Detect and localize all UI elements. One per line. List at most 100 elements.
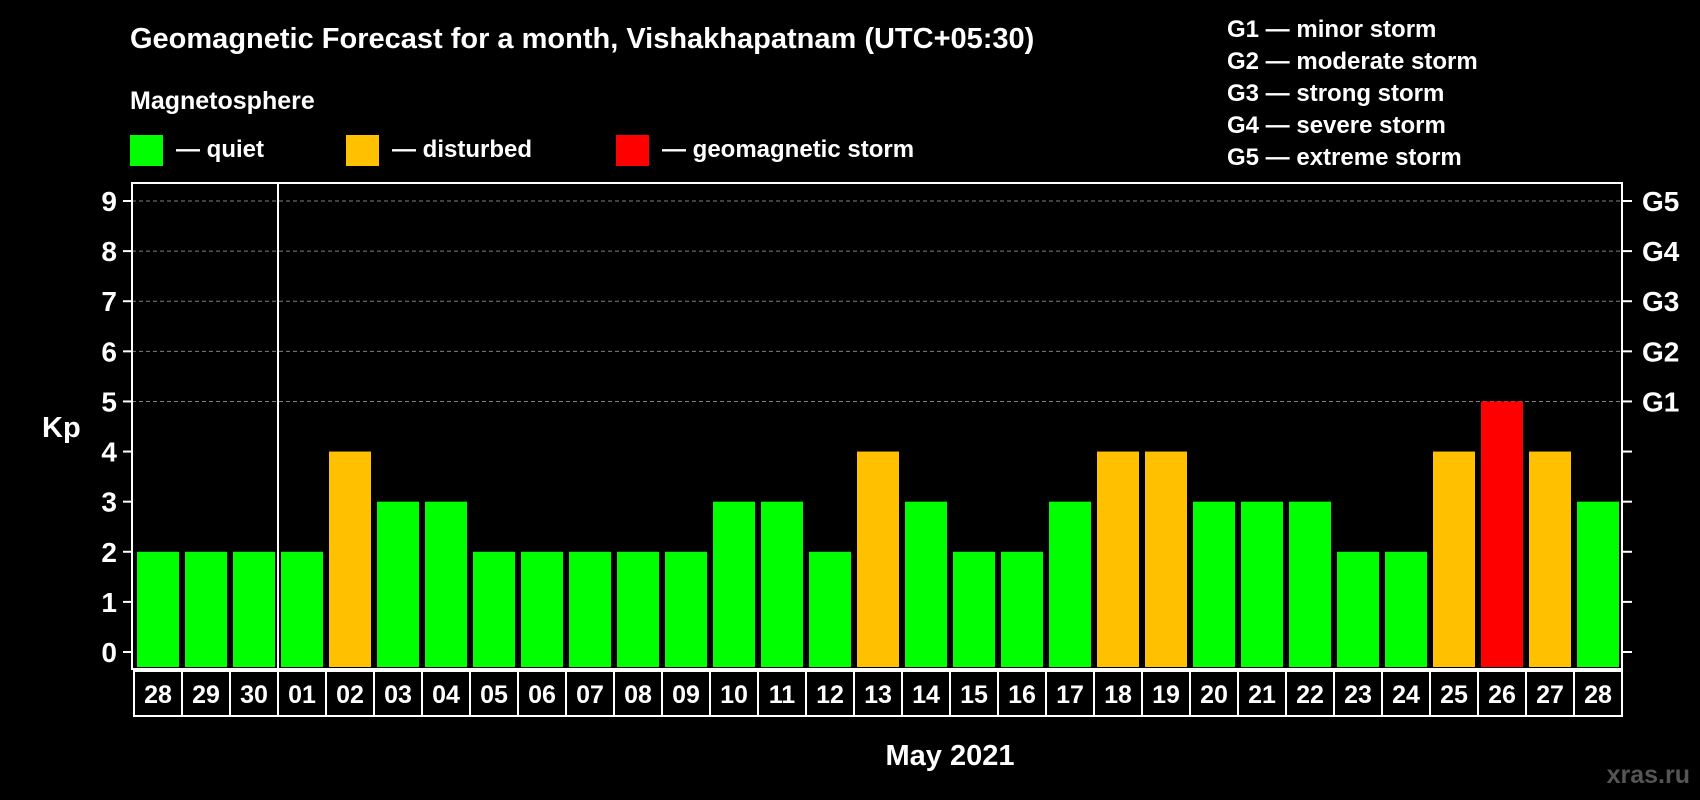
bar — [473, 551, 515, 667]
x-tick-label: 07 — [576, 681, 604, 709]
legend-label-quiet: — quiet — [176, 136, 264, 163]
x-tick-label: 21 — [1248, 681, 1276, 709]
y-tick-label: 1 — [101, 587, 117, 618]
chart-title: Geomagnetic Forecast for a month, Vishak… — [130, 23, 1034, 55]
x-axis-label: May 2021 — [886, 740, 1015, 772]
bar — [1193, 501, 1235, 667]
legend-swatch-disturbed — [346, 135, 379, 166]
bars — [137, 401, 1619, 667]
bar — [1241, 501, 1283, 667]
x-tick-label: 27 — [1536, 681, 1564, 709]
x-tick-label: 06 — [528, 681, 556, 709]
legend-swatch-quiet — [130, 135, 163, 166]
storm-scale-g1: G1 — minor storm — [1227, 16, 1436, 43]
bar — [1337, 551, 1379, 667]
x-tick-label: 25 — [1440, 681, 1468, 709]
bar — [1049, 501, 1091, 667]
x-tick-label: 14 — [912, 681, 940, 709]
gridlines — [132, 200, 1622, 402]
y-tick-label: 5 — [101, 386, 117, 417]
plot-border — [131, 182, 1623, 670]
legend: — quiet — disturbed — geomagnetic storm — [130, 135, 914, 166]
x-tick-label: 19 — [1152, 681, 1180, 709]
bar — [665, 551, 707, 667]
bar — [1433, 451, 1475, 667]
x-tick-label: 10 — [720, 681, 748, 709]
x-axis-date-boxes: 28 29 30 01 02 03 04 05 06 07 08 09 10 11 12 13 14 15 16 17… — [133, 670, 1623, 717]
date-box — [1573, 670, 1623, 717]
bar — [569, 551, 611, 667]
bar — [137, 551, 179, 667]
bar — [713, 501, 755, 667]
x-tick-label: 02 — [336, 681, 364, 709]
x-tick-label: 18 — [1104, 681, 1132, 709]
x-tick-label: 30 — [240, 681, 268, 709]
storm-level-label: G3 — [1642, 286, 1679, 317]
right-axis: G1 G2 G3 G4 G5 — [1622, 186, 1680, 653]
bar — [1385, 551, 1427, 667]
bar — [1529, 451, 1571, 667]
bar — [521, 551, 563, 667]
bar — [233, 551, 275, 667]
storm-level-label: G1 — [1642, 386, 1679, 417]
bar — [761, 501, 803, 667]
bar — [1577, 501, 1619, 667]
x-tick-label: 16 — [1008, 681, 1036, 709]
x-tick-label: 04 — [432, 681, 460, 709]
x-tick-label: 09 — [672, 681, 700, 709]
legend-swatch-storm — [616, 135, 649, 166]
x-tick-label: 08 — [624, 681, 652, 709]
storm-scale-g4: G4 — severe storm — [1227, 112, 1446, 139]
y-tick-label: 6 — [101, 336, 117, 367]
x-tick-label: 23 — [1344, 681, 1372, 709]
x-tick-label: 17 — [1056, 681, 1084, 709]
storm-scale-legend: G1 — minor storm G2 — moderate storm G3 … — [1227, 16, 1478, 171]
x-tick-label: 03 — [384, 681, 412, 709]
y-tick-label: 9 — [101, 186, 117, 217]
y-tick-label: 0 — [101, 637, 117, 668]
x-tick-label: 28 — [1584, 681, 1612, 709]
bar — [185, 551, 227, 667]
storm-level-label: G5 — [1642, 186, 1679, 217]
y-tick-label: 3 — [101, 487, 117, 518]
legend-label-disturbed: — disturbed — [392, 136, 532, 163]
bar — [857, 451, 899, 667]
x-tick-label: 24 — [1392, 681, 1420, 709]
chart-subtitle: Magnetosphere — [130, 87, 315, 115]
storm-level-label: G2 — [1642, 336, 1679, 367]
x-tick-label: 15 — [960, 681, 988, 709]
x-tick-label: 26 — [1488, 681, 1516, 709]
bar — [377, 501, 419, 667]
y-axis-label: Kp — [42, 412, 81, 444]
x-tick-label: 28 — [144, 681, 172, 709]
bar — [617, 551, 659, 667]
storm-scale-g5: G5 — extreme storm — [1227, 144, 1462, 171]
plot-frame — [131, 182, 1623, 670]
y-tick-label: 7 — [101, 286, 117, 317]
bar — [1481, 401, 1523, 667]
x-tick-label: 11 — [769, 681, 796, 709]
watermark: xras.ru — [1607, 761, 1690, 789]
x-tick-label: 12 — [816, 681, 844, 709]
y-tick-label: 2 — [101, 537, 117, 568]
legend-label-storm: — geomagnetic storm — [662, 136, 914, 163]
y-axis: 0 1 2 3 4 5 6 7 8 9 — [101, 186, 132, 668]
bar — [1145, 451, 1187, 667]
storm-scale-g2: G2 — moderate storm — [1227, 48, 1478, 75]
bar — [1097, 451, 1139, 667]
x-tick-label: 20 — [1200, 681, 1228, 709]
y-tick-label: 4 — [101, 437, 117, 468]
x-tick-label: 13 — [864, 681, 892, 709]
x-tick-label: 01 — [288, 681, 316, 709]
x-tick-label: 05 — [480, 681, 508, 709]
bar — [905, 501, 947, 667]
storm-level-label: G4 — [1642, 236, 1680, 267]
x-tick-label: 22 — [1296, 681, 1324, 709]
bar — [329, 451, 371, 667]
storm-scale-g3: G3 — strong storm — [1227, 80, 1444, 107]
bar — [1289, 501, 1331, 667]
bar — [1001, 551, 1043, 667]
bar — [281, 551, 323, 667]
y-tick-label: 8 — [101, 236, 117, 267]
